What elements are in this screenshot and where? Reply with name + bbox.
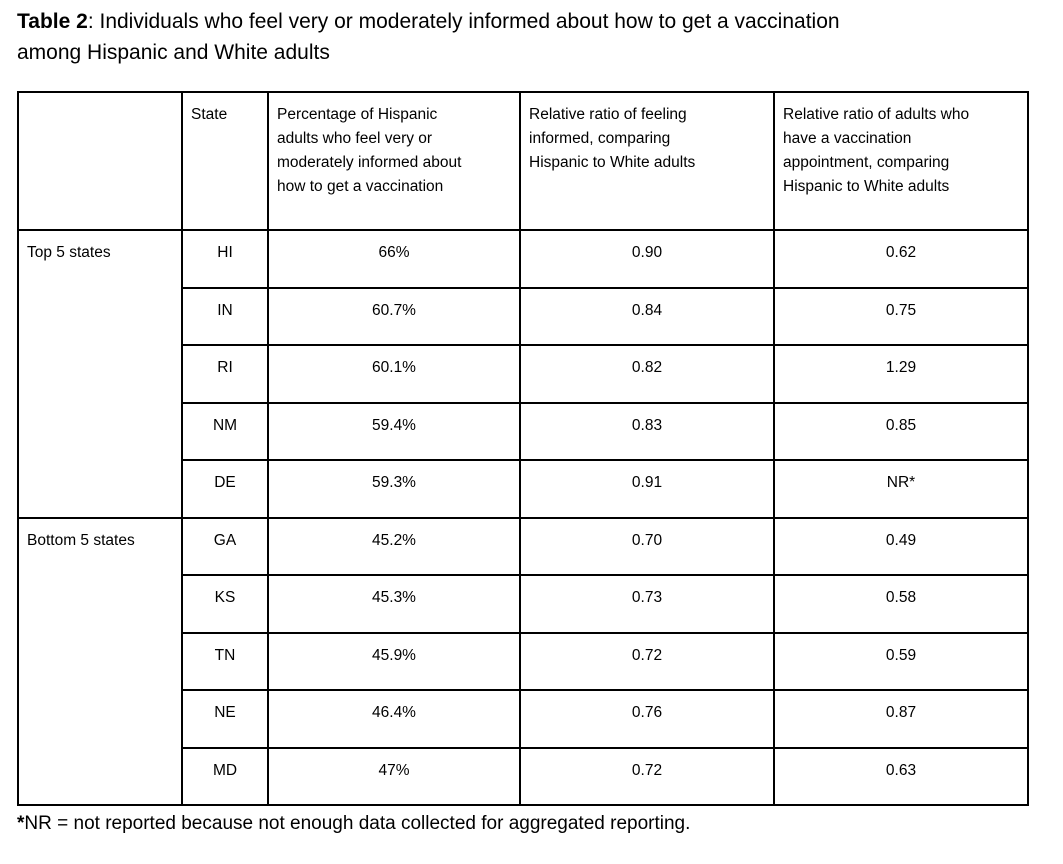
state-cell: NM [181, 401, 269, 461]
pct-cell: 46.4% [267, 689, 521, 749]
header-ratio-informed: Relative ratio of feeling informed, comp… [519, 91, 775, 231]
header-percentage-informed: Percentage of Hispanic adults who feel v… [267, 91, 521, 231]
ratio-informed-cell: 0.72 [519, 746, 775, 806]
table-row-bottom5-ga: Bottom 5 states GA 45.2% 0.70 0.49 [17, 516, 1029, 806]
footnote: *NR = not reported because not enough da… [17, 810, 1046, 838]
ratio-appointment-cell: 0.62 [773, 229, 1029, 289]
group-label-bottom5: Bottom 5 states [17, 516, 183, 806]
pct-cell: 60.1% [267, 344, 521, 404]
ratio-informed-cell: 0.90 [519, 229, 775, 289]
state-cell: IN [181, 286, 269, 346]
table-title-rest: : Individuals who feel very or moderatel… [87, 10, 840, 33]
pct-cell: 59.3% [267, 459, 521, 519]
ratio-informed-cell: 0.83 [519, 401, 775, 461]
header-corner-cell [17, 91, 183, 231]
pct-cell: 59.4% [267, 401, 521, 461]
table-row-bottom5-ks: KS 45.3% 0.73 0.58 [18, 574, 1029, 634]
pct-cell: 66% [267, 229, 521, 289]
ratio-informed-cell: 0.82 [519, 344, 775, 404]
ratio-informed-cell: 0.91 [519, 459, 775, 519]
pct-cell: 45.9% [267, 631, 521, 691]
ratio-informed-cell: 0.70 [519, 516, 775, 576]
table-row-bottom5-tn: TN 45.9% 0.72 0.59 [18, 631, 1029, 691]
state-cell: MD [181, 746, 269, 806]
state-cell: TN [181, 631, 269, 691]
pct-cell: 45.2% [267, 516, 521, 576]
ratio-appointment-cell: 0.63 [773, 746, 1029, 806]
table-row-bottom5-md: MD 47% 0.72 0.63 [18, 746, 1029, 806]
table-title-label: Table 2 [17, 10, 88, 33]
state-cell: NE [181, 689, 269, 749]
table-row-top5-hi: Top 5 states HI 66% 0.90 0.62 [17, 229, 1029, 519]
ratio-appointment-cell: 0.85 [773, 401, 1029, 461]
footnote-marker: * [17, 813, 25, 834]
table-row-bottom5-ne: NE 46.4% 0.76 0.87 [18, 689, 1029, 749]
ratio-appointment-cell: 0.59 [773, 631, 1029, 691]
header-ratio-appointment: Relative ratio of adults who have a vacc… [773, 91, 1029, 231]
group-label-top5: Top 5 states [17, 229, 183, 519]
table-row-top5-nm: NM 59.4% 0.83 0.85 [18, 401, 1029, 461]
footnote-text: NR = not reported because not enough dat… [24, 813, 691, 834]
pct-cell: 60.7% [267, 286, 521, 346]
ratio-appointment-cell: 0.49 [773, 516, 1029, 576]
state-cell: HI [181, 229, 269, 289]
state-cell: RI [181, 344, 269, 404]
ratio-appointment-cell: 0.58 [773, 574, 1029, 634]
header-state: State [181, 91, 269, 231]
ratio-appointment-cell: 0.75 [773, 286, 1029, 346]
pct-cell: 47% [267, 746, 521, 806]
table-row-top5-in: IN 60.7% 0.84 0.75 [18, 286, 1029, 346]
state-cell: GA [181, 516, 269, 576]
table-title: Table 2: Individuals who feel very or mo… [17, 6, 1046, 68]
table-title-line1: Table 2: Individuals who feel very or mo… [17, 6, 1046, 37]
ratio-appointment-cell: NR* [773, 459, 1029, 519]
ratio-informed-cell: 0.84 [519, 286, 775, 346]
pct-cell: 45.3% [267, 574, 521, 634]
state-cell: DE [181, 459, 269, 519]
table2: State Percentage of Hispanic adults who … [17, 91, 1029, 806]
ratio-appointment-cell: 1.29 [773, 344, 1029, 404]
table-row-top5-ri: RI 60.1% 0.82 1.29 [18, 344, 1029, 404]
ratio-appointment-cell: 0.87 [773, 689, 1029, 749]
state-cell: KS [181, 574, 269, 634]
header-row: State Percentage of Hispanic adults who … [17, 91, 1029, 231]
ratio-informed-cell: 0.72 [519, 631, 775, 691]
ratio-informed-cell: 0.73 [519, 574, 775, 634]
table-title-line2: among Hispanic and White adults [17, 41, 330, 64]
ratio-informed-cell: 0.76 [519, 689, 775, 749]
table-row-top5-de: DE 59.3% 0.91 NR* [18, 459, 1029, 519]
